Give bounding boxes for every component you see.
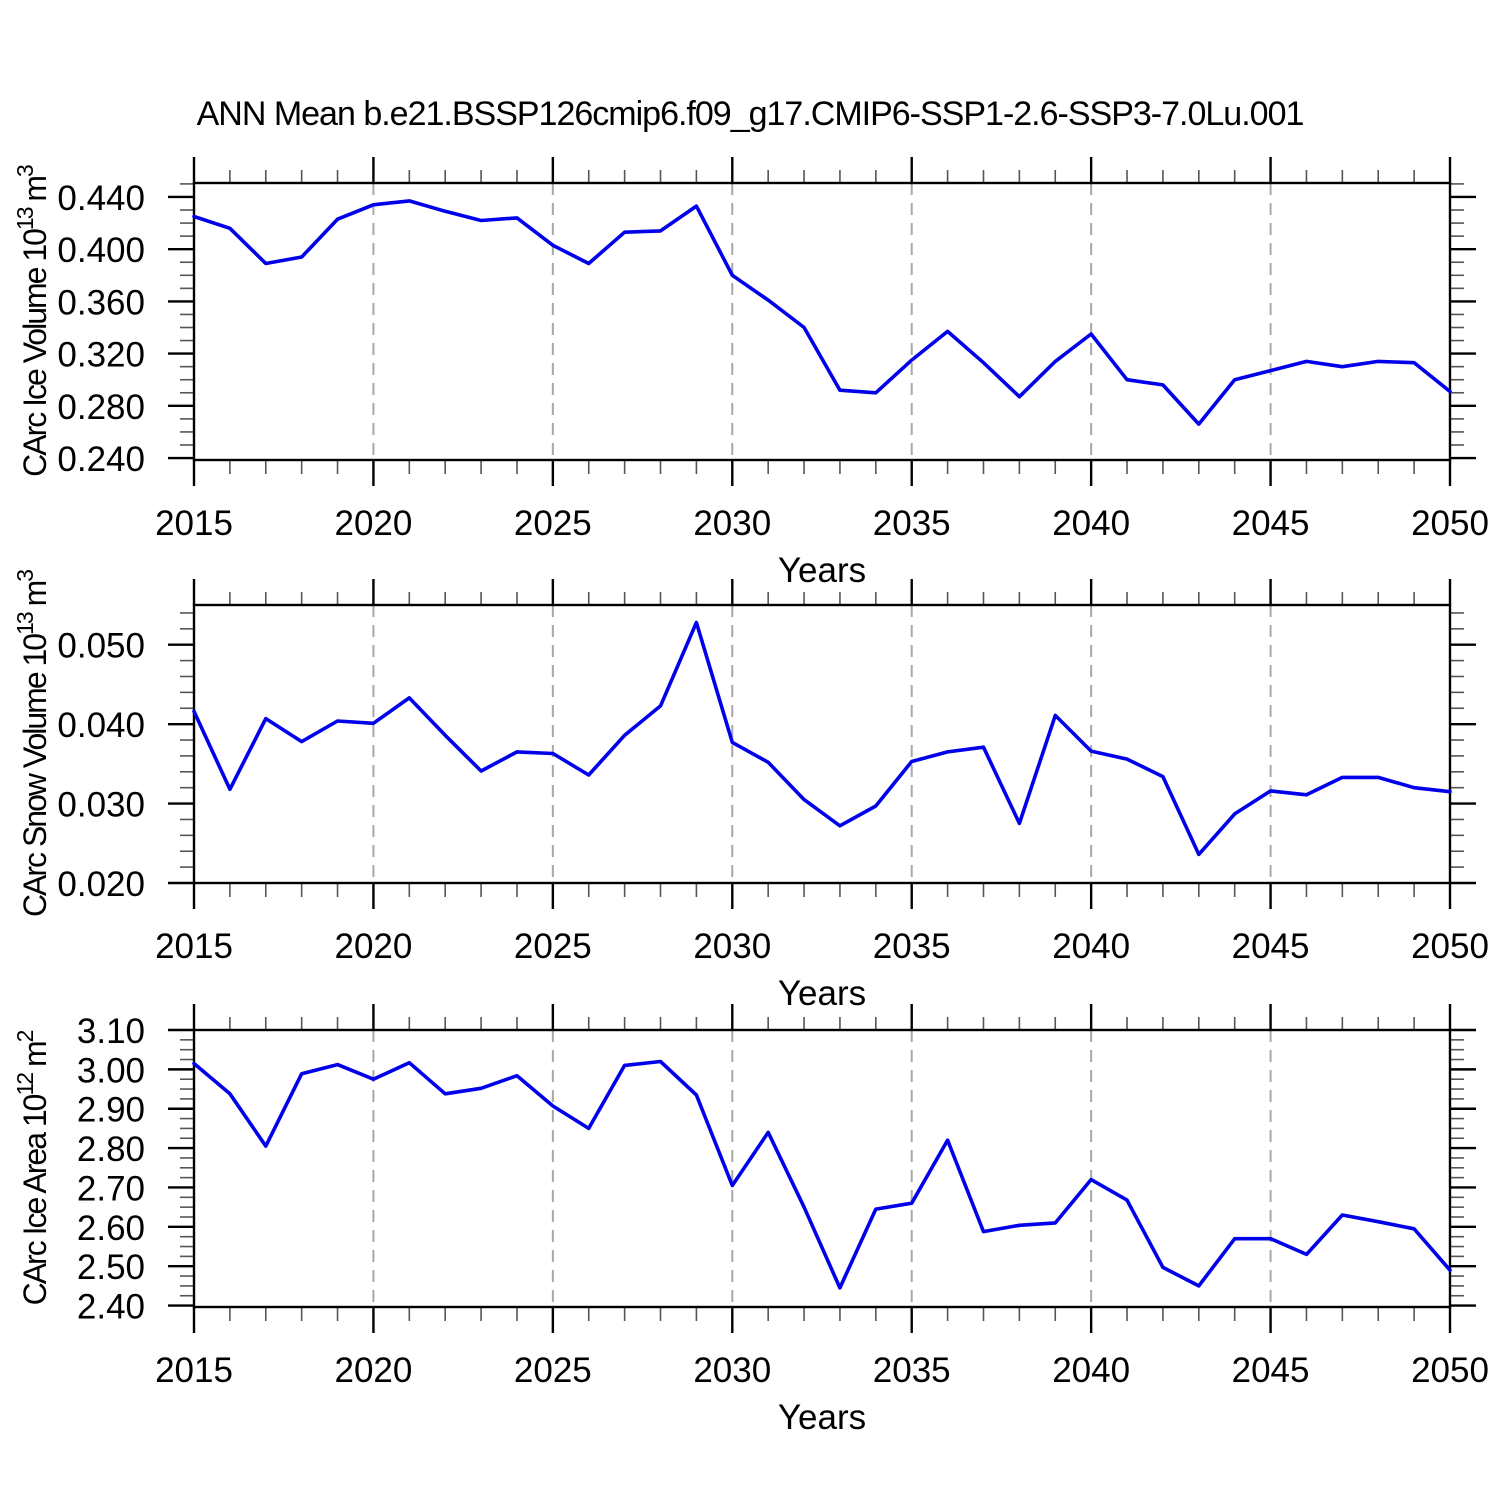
plot-frame <box>192 181 1452 462</box>
x-tick-label: 2015 <box>155 1351 233 1390</box>
x-tick-label: 2030 <box>693 504 771 543</box>
data-line-2 <box>192 620 1452 857</box>
x-tick-label: 2035 <box>873 504 951 543</box>
x-tick-label: 2020 <box>334 1351 412 1390</box>
panel-3: 2015 2020 2025 2030 2035 2040 2045 2050 2.402.50… <box>12 1004 1489 1437</box>
y-tick-label: 3.00 <box>77 1051 145 1090</box>
y-axis-title: CArc Snow Volume 1013 m3 <box>12 570 53 917</box>
x-axis-title: Years <box>778 1398 866 1437</box>
y-title-superscript: 2 <box>12 1030 38 1042</box>
y-tick-label: 0.360 <box>57 283 145 322</box>
y-tick-label: 2.90 <box>77 1091 145 1130</box>
x-tick-label: 2040 <box>1052 1351 1130 1390</box>
plot-frame <box>192 603 1452 885</box>
x-tick-label: 2045 <box>1232 927 1310 966</box>
x-tick-label: 2035 <box>873 1351 951 1390</box>
y-axis-title: CArc Ice Area 1012 m2 <box>12 1030 53 1305</box>
y-tick-label: 0.050 <box>57 627 145 666</box>
y-title-text: CArc Ice Volume 10 <box>17 229 53 477</box>
x-tick-label: 2040 <box>1052 927 1130 966</box>
y-axis-title: CArc Ice Volume 1013 m3 <box>12 165 53 477</box>
x-tick-label: 2030 <box>693 1351 771 1390</box>
y-tick-label: 0.280 <box>57 388 145 427</box>
y-title-text: CArc Ice Area 10 <box>17 1094 53 1305</box>
y-title-text: CArc Snow Volume 10 <box>17 634 53 917</box>
y-title-text: m <box>17 1042 53 1074</box>
x-tick-label: 2030 <box>693 927 771 966</box>
y-tick-label: 0.240 <box>57 440 145 479</box>
plot-frame <box>192 1028 1452 1309</box>
x-tick-label: 2025 <box>514 927 592 966</box>
y-title-superscript: 13 <box>12 207 38 230</box>
y-title-superscript: 3 <box>12 570 38 582</box>
y-tick-label: 0.020 <box>57 865 145 904</box>
y-tick-label: 2.40 <box>77 1288 145 1327</box>
y-title-text: m <box>17 177 53 209</box>
x-axis-title: Years <box>778 551 866 590</box>
y-tick-label: 3.10 <box>77 1012 145 1051</box>
y-tick-label: 0.320 <box>57 336 145 375</box>
x-tick-label: 2050 <box>1411 927 1489 966</box>
y-title-superscript: 12 <box>12 1073 38 1096</box>
y-tick-label: 2.50 <box>77 1248 145 1287</box>
panel-1: 2015 2020 2025 2030 2035 2040 2045 2050 0.240 0.2… <box>12 157 1489 590</box>
x-tick-label: 2025 <box>514 504 592 543</box>
x-tick-label: 2045 <box>1232 1351 1310 1390</box>
y-tick-label: 2.70 <box>77 1169 145 1208</box>
x-tick-label: 2040 <box>1052 504 1130 543</box>
y-tick-label: 2.80 <box>77 1130 145 1169</box>
x-tick-label: 2015 <box>155 927 233 966</box>
x-tick-label: 2015 <box>155 504 233 543</box>
y-tick-label: 0.440 <box>57 179 145 218</box>
y-tick-label: 0.030 <box>57 786 145 825</box>
x-tick-label: 2035 <box>873 927 951 966</box>
figure-title: ANN Mean b.e21.BSSP126cmip6.f09_g17.CMIP… <box>196 95 1305 133</box>
panel-2: 2015 2020 2025 2030 2035 2040 2045 2050 0.020 0.0… <box>12 570 1489 1013</box>
x-tick-label: 2050 <box>1411 1351 1489 1390</box>
x-axis-title: Years <box>778 974 866 1013</box>
y-tick-label: 0.040 <box>57 706 145 745</box>
x-tick-label: 2020 <box>334 927 412 966</box>
y-title-superscript: 13 <box>12 612 38 635</box>
data-line-1 <box>192 199 1452 426</box>
y-tick-label: 2.60 <box>77 1209 145 1248</box>
x-tick-label: 2045 <box>1232 504 1310 543</box>
y-title-text: m <box>17 581 53 613</box>
data-line-3 <box>192 1059 1452 1290</box>
y-tick-label: 0.400 <box>57 231 145 270</box>
y-title-superscript: 3 <box>12 165 38 177</box>
x-tick-label: 2025 <box>514 1351 592 1390</box>
x-tick-label: 2050 <box>1411 504 1489 543</box>
x-tick-label: 2020 <box>334 504 412 543</box>
